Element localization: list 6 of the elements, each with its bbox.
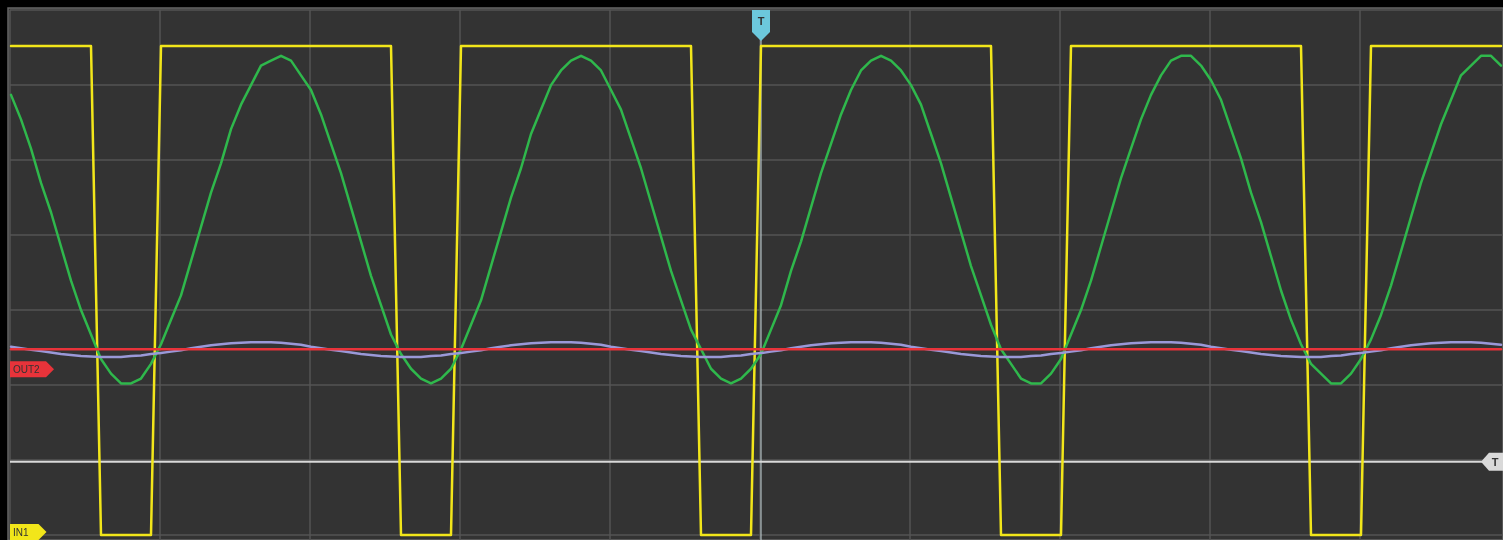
series-label: OUT2 — [13, 364, 41, 376]
marker-tag: T — [1481, 452, 1503, 471]
name-tag: IN1 — [10, 524, 47, 540]
ref-line-label: T — [1491, 455, 1499, 468]
marker-tag: T — [752, 10, 770, 41]
name-tag: OUT2 — [10, 361, 54, 378]
